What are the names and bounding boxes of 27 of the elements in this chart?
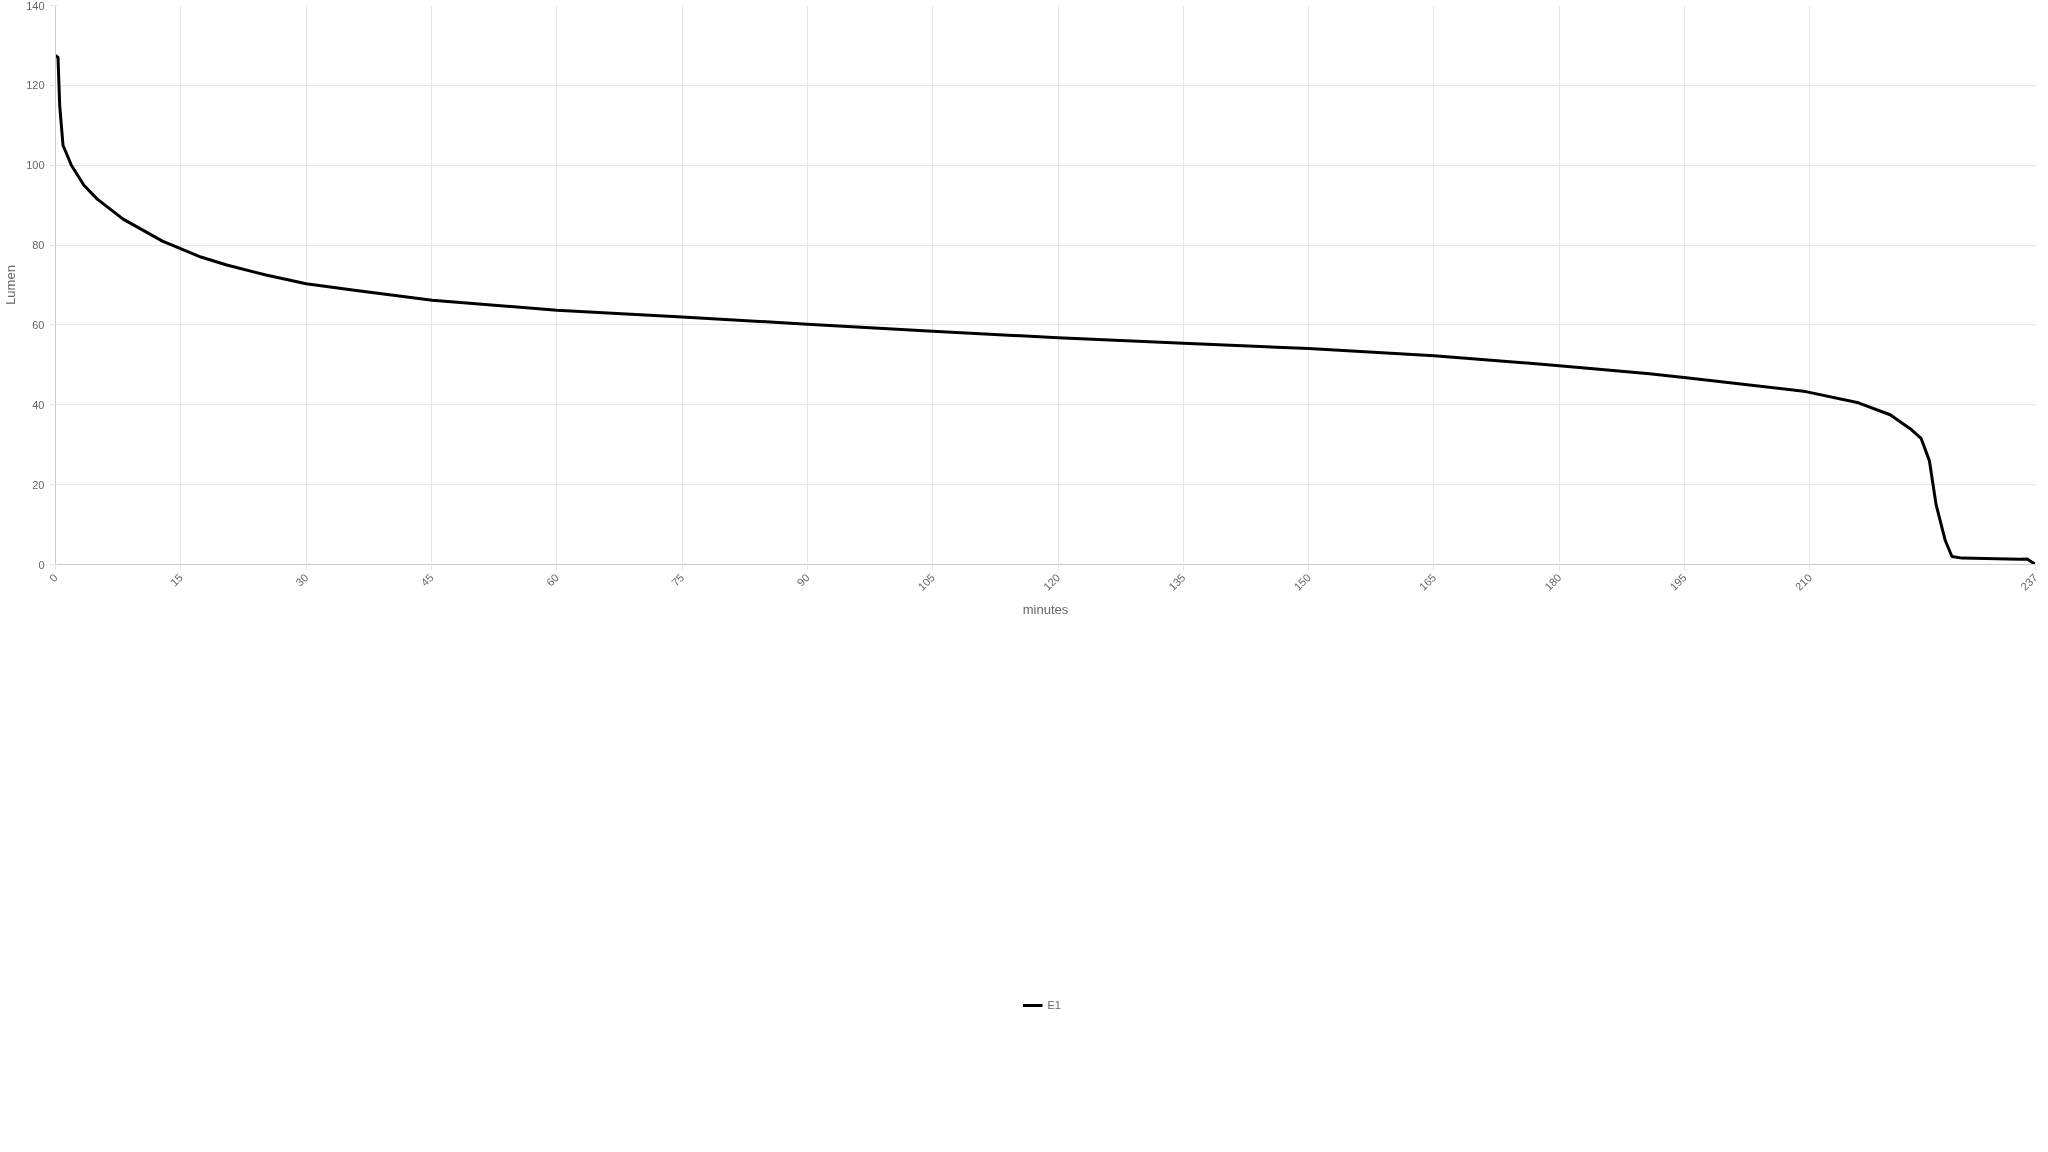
y-tick-label: 140 bbox=[26, 0, 45, 12]
x-tick-label: 150 bbox=[1291, 571, 1313, 593]
x-tick-label: 165 bbox=[1416, 571, 1439, 593]
y-tick-label: 0 bbox=[38, 558, 45, 571]
x-tick-label: 120 bbox=[1040, 571, 1063, 593]
y-axis-title: Lumen bbox=[3, 265, 19, 305]
y-tick-label: 40 bbox=[32, 398, 45, 411]
x-axis-title: minutes bbox=[1022, 602, 1069, 618]
x-tick-label: 45 bbox=[418, 571, 436, 589]
y-tick-label: 120 bbox=[26, 79, 45, 92]
x-tick-label: 210 bbox=[1792, 571, 1815, 593]
x-tick-label: 30 bbox=[293, 571, 311, 589]
x-tick-label: 0 bbox=[46, 571, 60, 585]
x-tick-label: 75 bbox=[669, 571, 687, 589]
x-tick-label: 60 bbox=[543, 571, 562, 589]
x-tick-label: 195 bbox=[1667, 571, 1689, 593]
x-tick-label: 105 bbox=[915, 571, 937, 593]
x-tick-label: 90 bbox=[794, 571, 812, 589]
y-tick-label: 60 bbox=[32, 318, 45, 331]
x-tick-label: 15 bbox=[167, 571, 186, 589]
x-tick-label: 135 bbox=[1166, 571, 1188, 593]
y-tick-label: 20 bbox=[32, 478, 45, 491]
legend-label: E1 bbox=[1047, 999, 1062, 1011]
x-tick-label: 180 bbox=[1542, 571, 1564, 593]
y-tick-label: 100 bbox=[26, 159, 45, 172]
x-tick-label: 237 bbox=[2018, 571, 2040, 593]
y-tick-label: 80 bbox=[32, 239, 45, 252]
